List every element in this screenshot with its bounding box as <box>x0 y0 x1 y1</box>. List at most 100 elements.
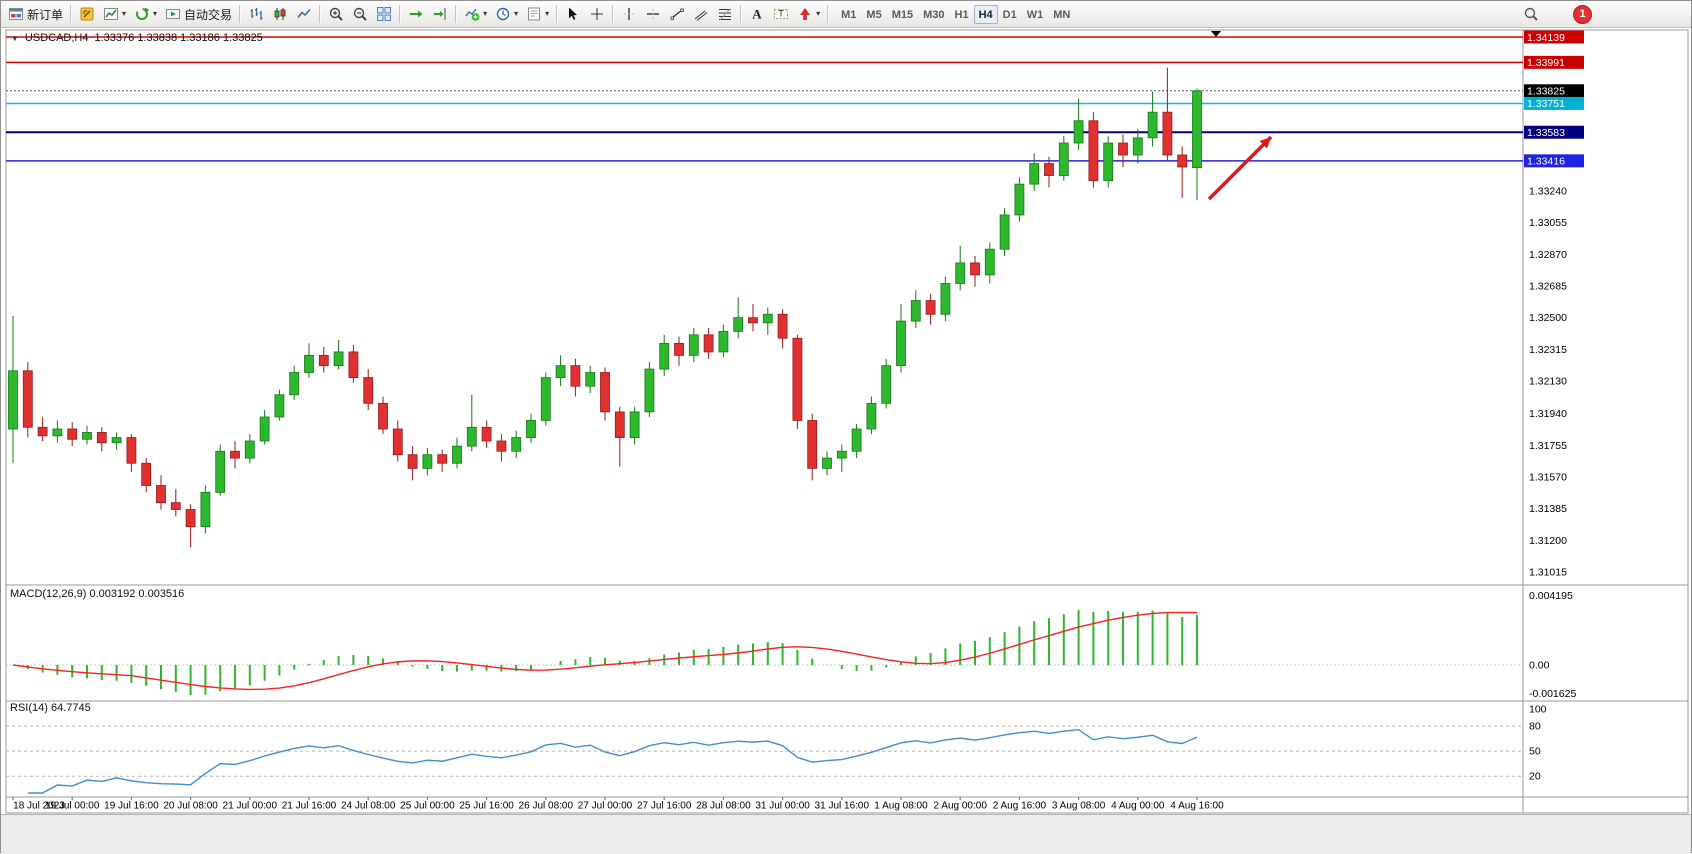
notification-badge[interactable]: 1 <box>1573 4 1592 24</box>
timeframe-m1-button[interactable]: M1 <box>841 8 857 21</box>
candle-body <box>22 370 33 428</box>
symbol-dropdown-icon[interactable]: ▼ <box>11 33 19 43</box>
candle-body <box>881 365 892 404</box>
vertical-line-icon <box>621 6 637 22</box>
periods-button[interactable]: ▾ <box>491 2 522 26</box>
candle-body <box>1044 163 1054 176</box>
chart-shift-marker[interactable] <box>1211 31 1221 37</box>
zoom-in-button[interactable] <box>324 2 348 26</box>
toolbar-separator <box>740 5 743 23</box>
candle-body <box>96 432 107 444</box>
zoom-out-icon <box>352 6 368 22</box>
text-label-button[interactable]: T <box>769 2 793 26</box>
toolbar-separator <box>239 5 242 23</box>
new-order-button[interactable]: 新订单 <box>4 2 67 26</box>
candle-body <box>392 428 403 456</box>
candle-body <box>452 445 462 464</box>
timeframe-h1-button[interactable]: H1 <box>954 8 969 21</box>
new-chart-icon <box>103 6 119 22</box>
time-axis-label: 4 Aug 16:00 <box>1170 801 1224 812</box>
timeframe-h4-button[interactable]: H4 <box>973 4 998 24</box>
text-tool-button[interactable]: A <box>745 2 769 26</box>
price-scale-label: 1.32130 <box>1529 376 1567 388</box>
candle-body <box>718 330 729 353</box>
fibonacci-icon <box>717 6 733 22</box>
cursor-button[interactable] <box>561 2 585 26</box>
auto-scroll-button[interactable] <box>404 2 428 26</box>
candle-body <box>185 509 196 528</box>
time-axis-label: 19 Jul 16:00 <box>104 801 159 812</box>
horizontal-line-button[interactable] <box>641 2 665 26</box>
time-axis-label: 2 Aug 00:00 <box>934 801 988 812</box>
metaeditor-button[interactable] <box>75 2 99 26</box>
candle-body <box>230 450 240 459</box>
candle-body <box>836 450 847 459</box>
price-scale-label: 1.31940 <box>1529 408 1567 420</box>
toolbar-separator <box>556 5 559 23</box>
candlestick-chart-button[interactable] <box>268 2 292 26</box>
timeframe-m15-button[interactable]: M15 <box>891 8 914 21</box>
horizontal-line-icon <box>645 6 661 22</box>
candle-body <box>170 502 181 510</box>
timeframe-d1-button[interactable]: D1 <box>1002 8 1017 21</box>
time-axis-label: 25 Jul 16:00 <box>459 801 514 812</box>
fibonacci-button[interactable] <box>713 2 737 26</box>
candle-body <box>688 334 699 356</box>
zoom-out-button[interactable] <box>348 2 372 26</box>
candle-body <box>585 372 596 387</box>
indicators-button[interactable]: ▾ <box>460 2 491 26</box>
profiles-button[interactable]: ▾ <box>130 2 161 26</box>
candle-body <box>748 317 758 324</box>
ohlc-bars-button[interactable] <box>244 2 268 26</box>
candle-body <box>851 428 862 452</box>
candle-body <box>940 283 951 315</box>
chart-title: ▼ USDCAD,H4 1.33376 1.33838 1.33186 1.33… <box>11 32 263 44</box>
candle-body <box>1147 111 1158 139</box>
timeframe-m5-button[interactable]: M5 <box>866 8 882 21</box>
candle-body <box>955 262 966 284</box>
candle-body <box>437 454 448 464</box>
svg-text:A: A <box>752 7 762 22</box>
chart-shift-button[interactable] <box>428 2 452 26</box>
time-axis-label: 20 Jul 08:00 <box>163 801 218 812</box>
candle-body <box>215 450 226 493</box>
candle-body <box>910 300 921 322</box>
autotrading-button[interactable]: 自动交易 <box>161 2 236 26</box>
profiles-icon <box>134 6 150 22</box>
time-axis-label: 31 Jul 16:00 <box>815 801 870 812</box>
price-scale-label: 1.32500 <box>1529 312 1567 324</box>
macd-indicator-label: MACD(12,26,9) 0.003192 0.003516 <box>10 588 185 600</box>
tile-windows-button[interactable] <box>372 2 396 26</box>
toolbar-separator <box>612 5 615 23</box>
search-button[interactable] <box>1519 2 1543 26</box>
time-axis-label: 19 Jul 00:00 <box>45 801 100 812</box>
price-scale-badge <box>1524 96 1584 110</box>
trend-arrow-annotation[interactable] <box>1207 135 1273 201</box>
time-axis-label: 3 Aug 08:00 <box>1052 801 1106 812</box>
crosshair-button[interactable] <box>585 2 609 26</box>
arrows-tool-button[interactable]: ▾ <box>793 2 824 26</box>
candle-body <box>999 214 1010 250</box>
candle-body <box>1058 142 1069 176</box>
line-chart-button[interactable] <box>292 2 316 26</box>
price-scale-badge <box>1524 125 1584 139</box>
timeframe-w1-button[interactable]: W1 <box>1026 8 1044 21</box>
price-scale-label: 1.31755 <box>1529 440 1567 452</box>
timeframe-m30-button[interactable]: M30 <box>923 8 945 21</box>
price-scale-badge-label: 1.33583 <box>1527 127 1565 139</box>
candle-body <box>925 300 936 315</box>
templates-button[interactable]: ▾ <box>522 2 553 26</box>
trendline-button[interactable] <box>665 2 689 26</box>
autotrading-icon <box>165 6 181 22</box>
time-axis-label: 31 Jul 00:00 <box>755 801 810 812</box>
vertical-line-button[interactable] <box>617 2 641 26</box>
equidistant-channel-button[interactable] <box>689 2 713 26</box>
new-chart-button[interactable]: ▾ <box>99 2 130 26</box>
time-axis-label: 21 Jul 16:00 <box>282 801 337 812</box>
time-axis-label: 28 Jul 08:00 <box>696 801 751 812</box>
timeframe-mn-button[interactable]: MN <box>1053 8 1071 21</box>
price-scale-badge-label: 1.33825 <box>1527 86 1565 98</box>
auto-scroll-icon <box>408 6 424 22</box>
